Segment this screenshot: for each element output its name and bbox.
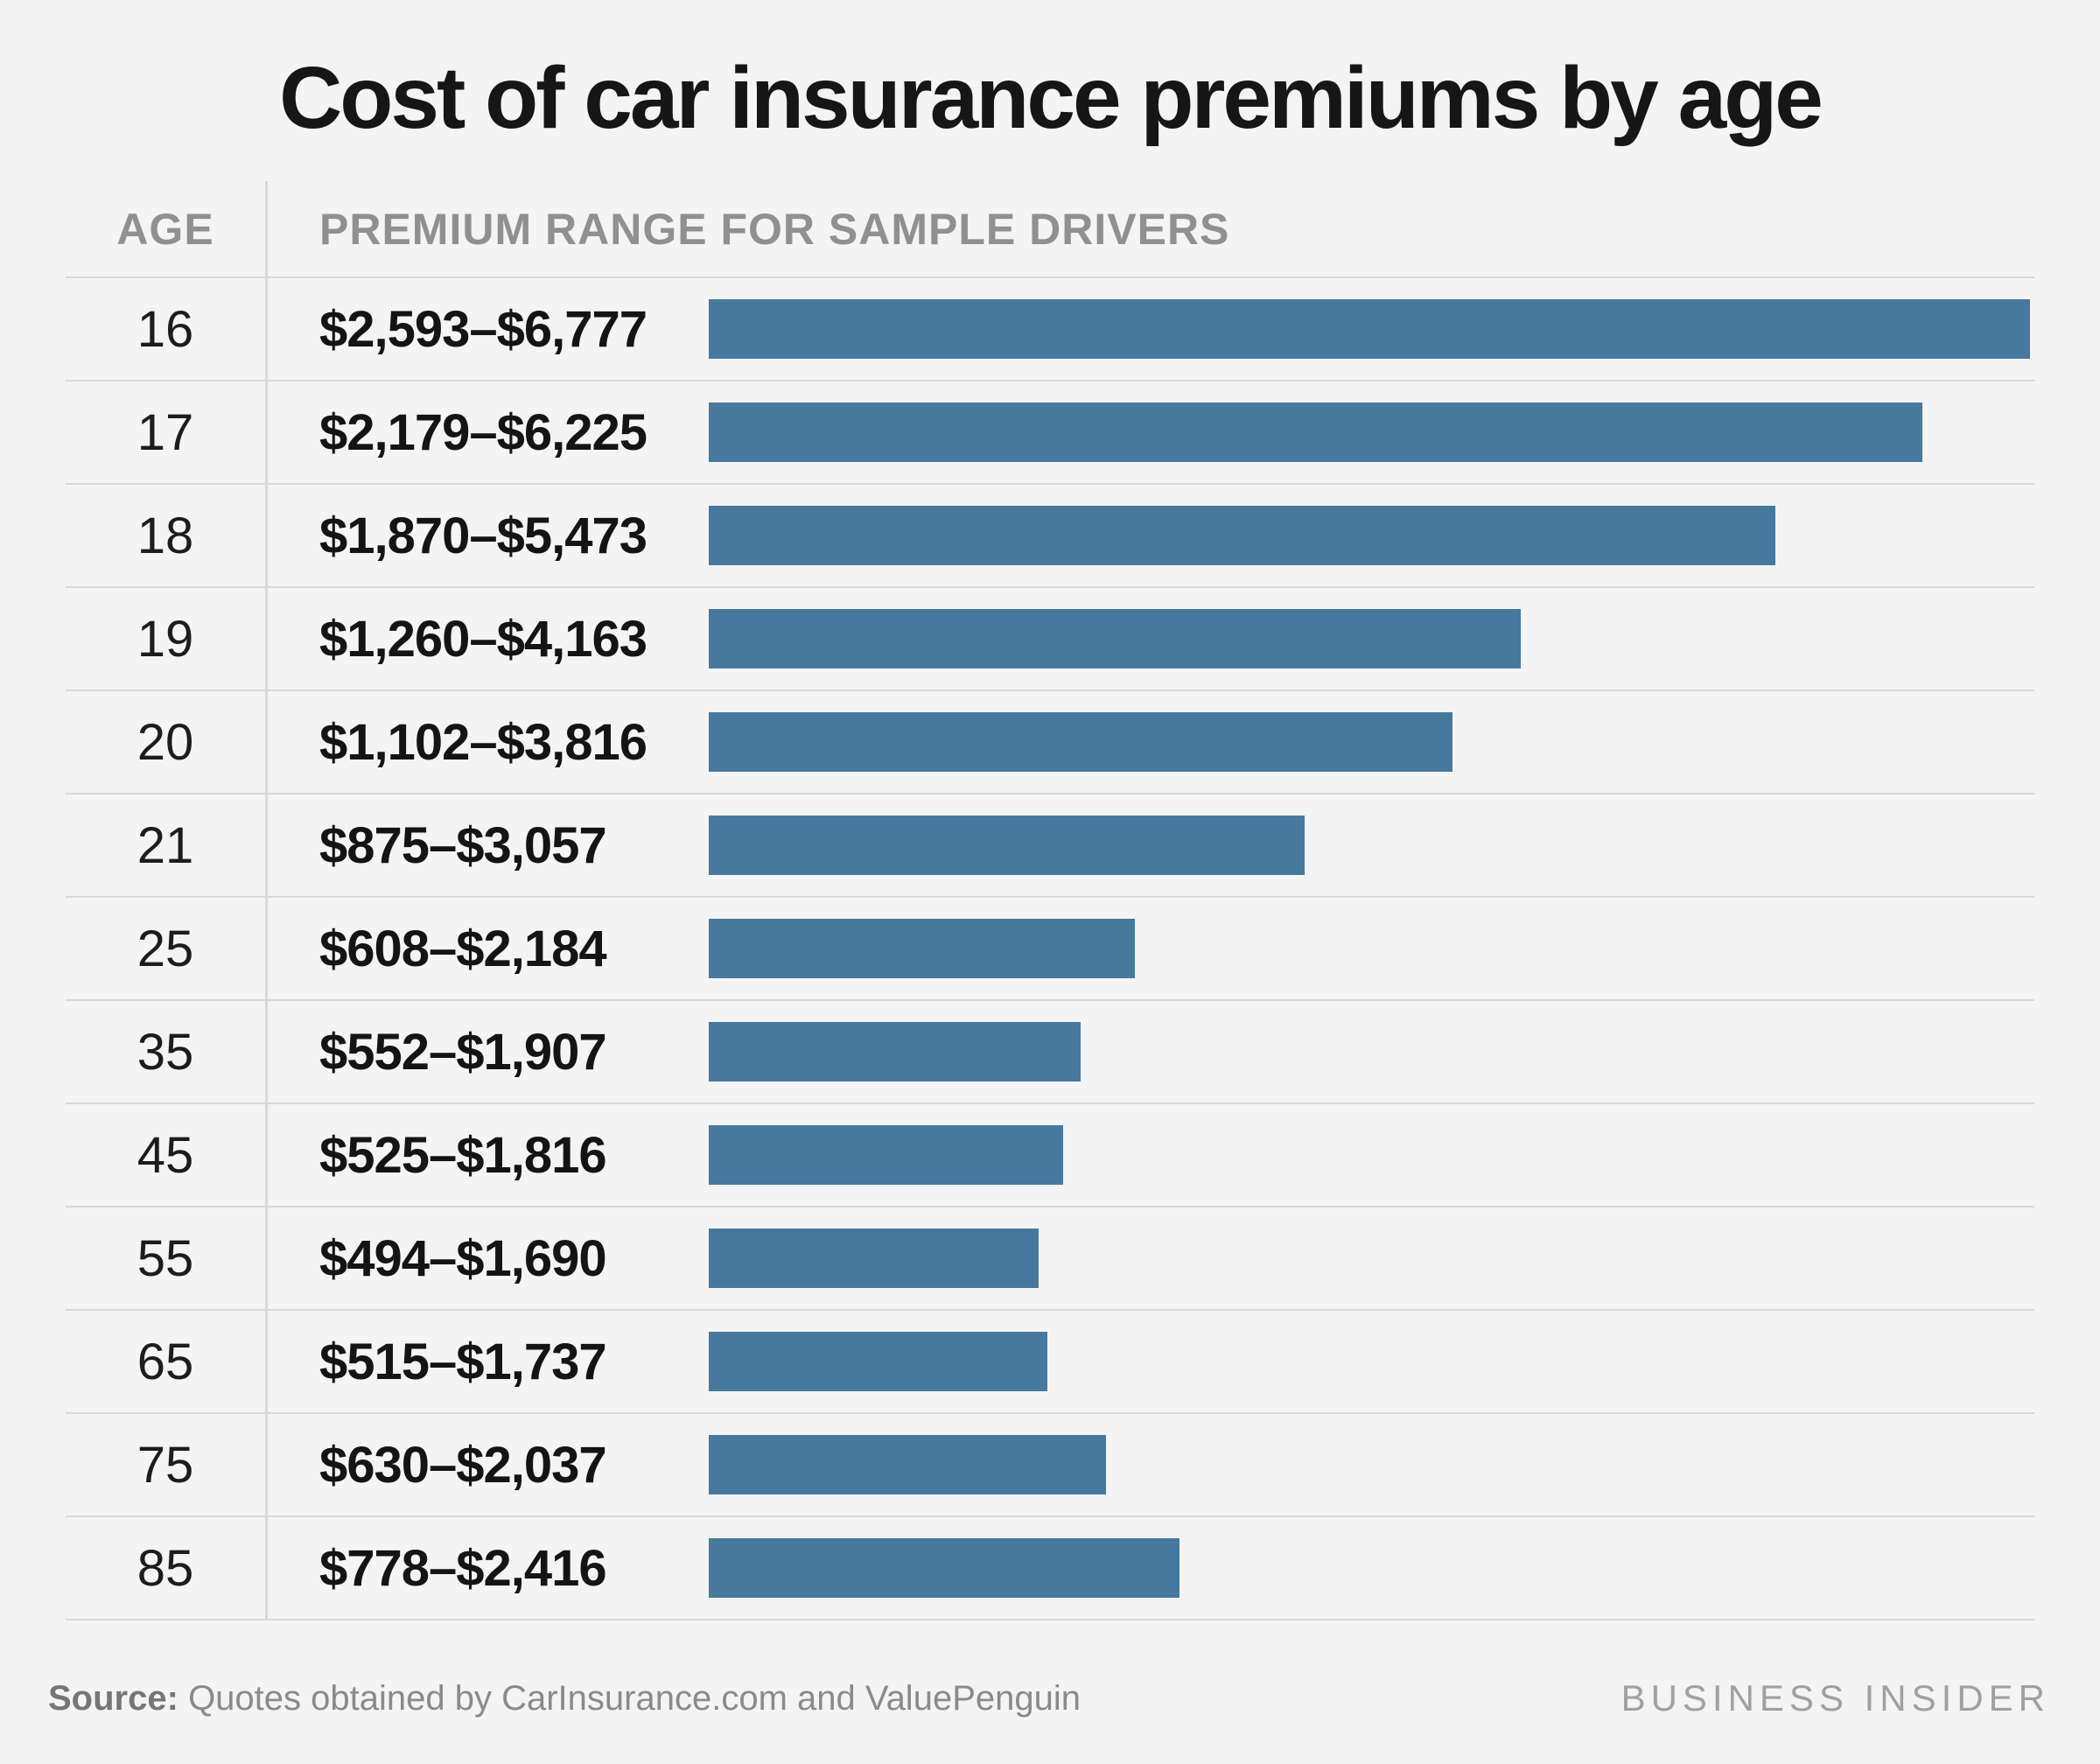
premium-range-value: $2,179–$6,225 (319, 403, 648, 461)
table-row: 17 $2,179–$6,225 (66, 382, 2034, 485)
bar-track (709, 898, 2034, 999)
age-value: 21 (136, 816, 194, 874)
row-main-cell: $494–$1,690 (265, 1208, 2034, 1309)
premium-bar (709, 402, 1922, 462)
bar-track (709, 485, 2034, 586)
age-value: 75 (136, 1436, 194, 1494)
row-main-cell: $630–$2,037 (265, 1414, 2034, 1516)
premium-range-value: $1,260–$4,163 (319, 610, 648, 668)
premium-bar (709, 1332, 1048, 1391)
table-row: 35 $552–$1,907 (66, 1001, 2034, 1104)
premium-column-header: PREMIUM RANGE FOR SAMPLE DRIVERS (319, 204, 1230, 254)
bar-track (709, 1414, 2034, 1516)
premium-bar (709, 816, 1306, 875)
bar-track (709, 588, 2034, 690)
age-value: 17 (136, 403, 194, 461)
premium-bar (709, 919, 1135, 978)
premium-range-value: $630–$2,037 (319, 1436, 607, 1494)
row-main-cell: $1,260–$4,163 (265, 588, 2034, 690)
premium-range-value: $1,870–$5,473 (319, 507, 648, 564)
row-main-cell: $552–$1,907 (265, 1001, 2034, 1102)
bar-track (709, 1208, 2034, 1309)
row-main-cell: $1,102–$3,816 (265, 691, 2034, 793)
row-main-cell: $2,593–$6,777 (265, 278, 2034, 380)
table-row: 45 $525–$1,816 (66, 1104, 2034, 1208)
title-area: Cost of car insurance premiums by age (0, 0, 2100, 181)
row-main-cell: $608–$2,184 (265, 898, 2034, 999)
table-row: 19 $1,260–$4,163 (66, 588, 2034, 691)
source-text: Quotes obtained by CarInsurance.com and … (188, 1678, 1081, 1718)
bar-track (709, 1001, 2034, 1102)
premium-table: AGE PREMIUM RANGE FOR SAMPLE DRIVERS 16 … (66, 181, 2034, 1620)
bar-track (709, 1517, 2034, 1619)
row-main-cell: $525–$1,816 (265, 1104, 2034, 1206)
table-row: 18 $1,870–$5,473 (66, 485, 2034, 588)
premium-range-value: $2,593–$6,777 (319, 300, 648, 358)
premium-bar (709, 1228, 1039, 1288)
premium-range-value: $552–$1,907 (319, 1023, 607, 1081)
premium-range-value: $875–$3,057 (319, 816, 607, 874)
table-row: 21 $875–$3,057 (66, 794, 2034, 898)
table-row: 75 $630–$2,037 (66, 1414, 2034, 1517)
age-value: 19 (136, 610, 194, 668)
row-main-cell: $875–$3,057 (265, 794, 2034, 896)
age-column-header-cell: AGE (66, 181, 265, 276)
premium-bar (709, 1435, 1106, 1494)
row-main-cell: $1,870–$5,473 (265, 485, 2034, 586)
premium-range-value: $1,102–$3,816 (319, 713, 648, 771)
age-value: 18 (136, 507, 194, 564)
business-insider-logo: BUSINESS INSIDER (1620, 1677, 2050, 1718)
age-value: 35 (136, 1023, 194, 1081)
source-line: Source: Quotes obtained by CarInsurance.… (48, 1679, 1081, 1718)
premium-range-value: $494–$1,690 (319, 1229, 607, 1287)
table-body: 16 $2,593–$6,777 17 $2,179–$6,225 18 $1,… (66, 278, 2034, 1620)
table-header-row: AGE PREMIUM RANGE FOR SAMPLE DRIVERS (66, 181, 2034, 278)
premium-bar (709, 1538, 1180, 1598)
premium-range-value: $608–$2,184 (319, 920, 607, 977)
premium-bar (709, 299, 2030, 359)
premium-range-value: $515–$1,737 (319, 1333, 607, 1390)
age-value: 45 (136, 1126, 194, 1184)
row-main-cell: $778–$2,416 (265, 1517, 2034, 1619)
premium-range-value: $778–$2,416 (319, 1539, 607, 1597)
age-value: 85 (136, 1539, 194, 1597)
table-row: 25 $608–$2,184 (66, 898, 2034, 1001)
table-row: 55 $494–$1,690 (66, 1208, 2034, 1311)
bar-track (709, 382, 2034, 483)
premium-bar (709, 609, 1521, 668)
row-main-cell: $515–$1,737 (265, 1311, 2034, 1412)
premium-bar (709, 1022, 1081, 1082)
age-value: 20 (136, 713, 194, 771)
bar-track (709, 794, 2034, 896)
bar-track (709, 1311, 2034, 1412)
premium-bar (709, 506, 1776, 565)
bar-track (709, 691, 2034, 793)
table-row: 65 $515–$1,737 (66, 1311, 2034, 1414)
age-value: 55 (136, 1229, 194, 1287)
premium-bar (709, 712, 1453, 772)
premium-column-header-cell: PREMIUM RANGE FOR SAMPLE DRIVERS (265, 181, 2034, 276)
table-row: 85 $778–$2,416 (66, 1517, 2034, 1620)
age-value: 25 (136, 920, 194, 977)
footer: Source: Quotes obtained by CarInsurance.… (0, 1620, 2100, 1764)
bar-track (709, 278, 2034, 380)
table-row: 16 $2,593–$6,777 (66, 278, 2034, 382)
age-value: 65 (136, 1333, 194, 1390)
premium-range-value: $525–$1,816 (319, 1126, 607, 1184)
age-column-header: AGE (116, 204, 214, 254)
premium-bar (709, 1125, 1063, 1185)
source-label: Source: (48, 1678, 178, 1718)
chart-title: Cost of car insurance premiums by age (279, 49, 1824, 147)
bar-track (709, 1104, 2034, 1206)
age-value: 16 (136, 300, 194, 358)
table-row: 20 $1,102–$3,816 (66, 691, 2034, 794)
row-main-cell: $2,179–$6,225 (265, 382, 2034, 483)
